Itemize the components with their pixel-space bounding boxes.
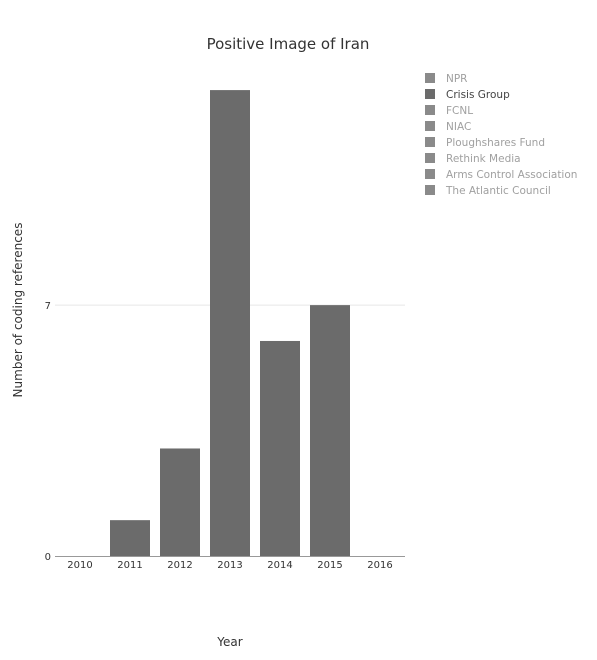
bar-2012: [160, 448, 200, 556]
legend-item[interactable]: FCNL: [425, 105, 473, 117]
legend-swatch: [425, 89, 435, 99]
legend-swatch: [425, 169, 435, 179]
legend-swatch: [425, 73, 435, 83]
bar-2015: [310, 305, 350, 556]
bar-2014: [260, 340, 300, 556]
legend-label: Rethink Media: [446, 153, 521, 165]
legend-item[interactable]: Ploughshares Fund: [425, 137, 545, 149]
legend-label: Crisis Group: [446, 89, 510, 101]
legend-swatch: [425, 185, 435, 195]
x-axis-title: Year: [216, 635, 242, 649]
x-tick-label: 2012: [167, 560, 192, 571]
x-tick-label: 2010: [67, 560, 92, 571]
x-tick-label: 2013: [217, 560, 242, 571]
x-tick-label: 2016: [367, 560, 392, 571]
legend: NPR Crisis Group FCNL NIAC Ploughshares Fund…: [425, 73, 577, 197]
y-tick-label: 0: [45, 552, 51, 563]
legend-label: NIAC: [446, 121, 471, 133]
legend-item[interactable]: Crisis Group: [425, 89, 510, 101]
y-axis-title: Number of coding references: [11, 223, 25, 398]
legend-label: Ploughshares Fund: [446, 137, 545, 149]
legend-item[interactable]: The Atlantic Council: [425, 185, 551, 197]
legend-label: The Atlantic Council: [445, 185, 551, 197]
legend-item[interactable]: NPR: [425, 73, 467, 85]
legend-swatch: [425, 153, 435, 163]
x-tick-label: 2014: [267, 560, 292, 571]
legend-label: FCNL: [446, 105, 473, 117]
x-tick-label: 2011: [117, 560, 142, 571]
x-tick-label: 2015: [317, 560, 342, 571]
legend-item[interactable]: NIAC: [425, 121, 471, 133]
legend-swatch: [425, 121, 435, 131]
bar-2011: [110, 520, 150, 556]
legend-swatch: [425, 105, 435, 115]
plot-area: 0 7 2010 2011 2012 2013 2014 2015 2016: [45, 90, 405, 571]
legend-label: NPR: [446, 73, 467, 85]
legend-item[interactable]: Rethink Media: [425, 153, 521, 165]
legend-item[interactable]: Arms Control Association: [425, 169, 577, 181]
bar-2013: [210, 90, 250, 557]
legend-swatch: [425, 137, 435, 147]
chart-title: Positive Image of Iran: [207, 35, 370, 53]
legend-label: Arms Control Association: [446, 169, 577, 181]
y-tick-label: 7: [45, 301, 51, 312]
